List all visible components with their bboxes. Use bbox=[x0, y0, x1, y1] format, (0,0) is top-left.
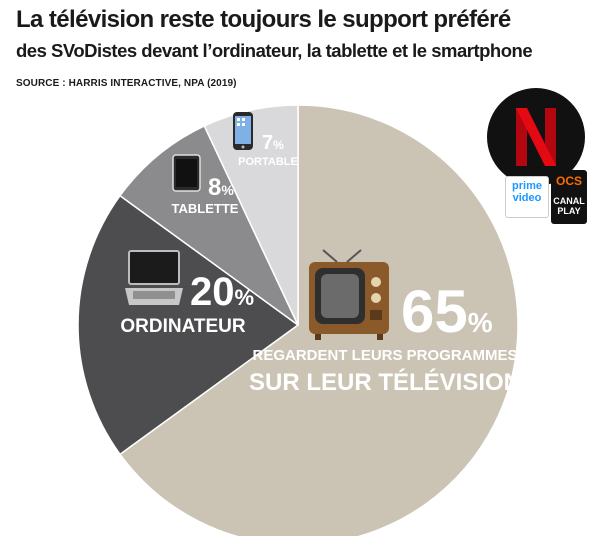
laptop-icon bbox=[125, 250, 183, 305]
chart-subtitle: des SVoDistes devant l’ordinateur, la ta… bbox=[16, 40, 533, 61]
television-icon bbox=[309, 249, 389, 340]
play-text: PLAY bbox=[557, 206, 581, 216]
chart-title: La télévision reste toujours le support … bbox=[16, 6, 511, 33]
ocs-logo: OCS CANAL PLAY bbox=[551, 170, 587, 224]
pie-slice-3 bbox=[203, 104, 299, 326]
label-portable: PORTABLE bbox=[238, 156, 298, 168]
label-tablette: TABLETTE bbox=[172, 201, 239, 216]
source-note: SOURCE : HARRIS INTERACTIVE, NPA (2019) bbox=[16, 78, 237, 89]
smartphone-icon bbox=[233, 112, 253, 150]
video-text: video bbox=[512, 192, 542, 204]
canal-text: CANAL bbox=[553, 196, 585, 206]
netflix-n-icon bbox=[516, 108, 556, 166]
pct-tablette: 8% bbox=[208, 174, 234, 201]
prime-video-logo: prime video bbox=[505, 176, 549, 218]
pie-slice-2 bbox=[118, 124, 299, 326]
prime-text: prime bbox=[512, 180, 542, 192]
pct-television-value: 65 bbox=[401, 278, 468, 345]
netflix-logo bbox=[487, 88, 585, 186]
ocs-text: OCS bbox=[555, 174, 582, 188]
label-television-line1: REGARDENT LEURS PROGRAMMES bbox=[252, 347, 517, 364]
pct-ordinateur: 20% bbox=[190, 270, 254, 314]
label-ordinateur: ORDINATEUR bbox=[120, 316, 246, 337]
label-television-line2: SUR LEUR TÉLÉVISION bbox=[249, 368, 521, 396]
pct-television: 65% bbox=[401, 278, 493, 345]
pct-portable: 7% bbox=[262, 132, 284, 154]
tablet-icon bbox=[172, 154, 201, 192]
